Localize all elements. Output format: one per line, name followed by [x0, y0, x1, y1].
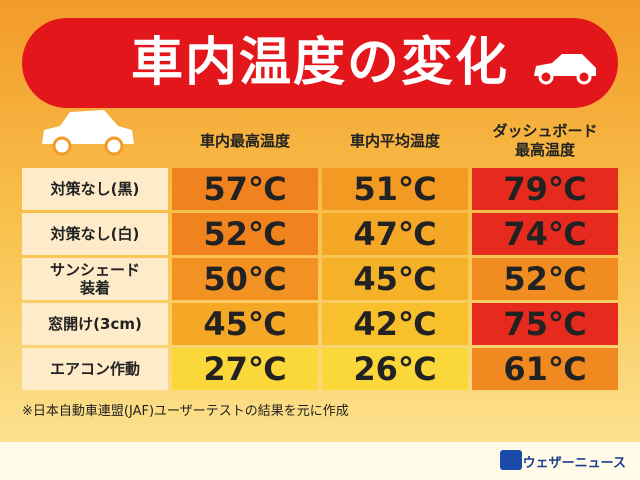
column-header: 車内最高温度: [199, 131, 290, 150]
table-cell: 51℃: [322, 168, 468, 210]
row-label: 対策なし(白): [22, 213, 168, 255]
table-cell: 61℃: [472, 348, 618, 390]
footnote: ※日本自動車連盟(JAF)ユーザーテストの結果を元に作成: [22, 404, 349, 419]
title-banner: 車内温度の変化: [22, 18, 618, 108]
title: 車内温度の変化: [130, 33, 509, 93]
footer: ウェザーニュース: [0, 442, 640, 480]
table-cell: 42℃: [322, 303, 468, 345]
car-icon: [42, 110, 134, 156]
row-label: 対策なし(黒): [22, 168, 168, 210]
row-label: エアコン作動: [22, 348, 168, 390]
table-cell: 26℃: [322, 348, 468, 390]
column-header: ダッシュボード 最高温度: [492, 122, 598, 159]
table-cell: 79℃: [472, 168, 618, 210]
table-cell: 52℃: [172, 213, 318, 255]
table-cell: 50℃: [172, 258, 318, 300]
row-label: サンシェード 装着: [22, 258, 168, 300]
table-cell: 45℃: [322, 258, 468, 300]
column-header: 車内平均温度: [349, 131, 440, 150]
table-cell: 52℃: [472, 258, 618, 300]
row-label: 窓開け(3cm): [22, 303, 168, 345]
car-icon: [534, 54, 596, 85]
brand: ウェザーニュース: [522, 456, 626, 471]
table-cell: 27℃: [172, 348, 318, 390]
brand-logo: [500, 450, 522, 470]
table-cell: 75℃: [472, 303, 618, 345]
table-cell: 45℃: [172, 303, 318, 345]
table-cell: 47℃: [322, 213, 468, 255]
table-cell: 74℃: [472, 213, 618, 255]
table-cell: 57℃: [172, 168, 318, 210]
